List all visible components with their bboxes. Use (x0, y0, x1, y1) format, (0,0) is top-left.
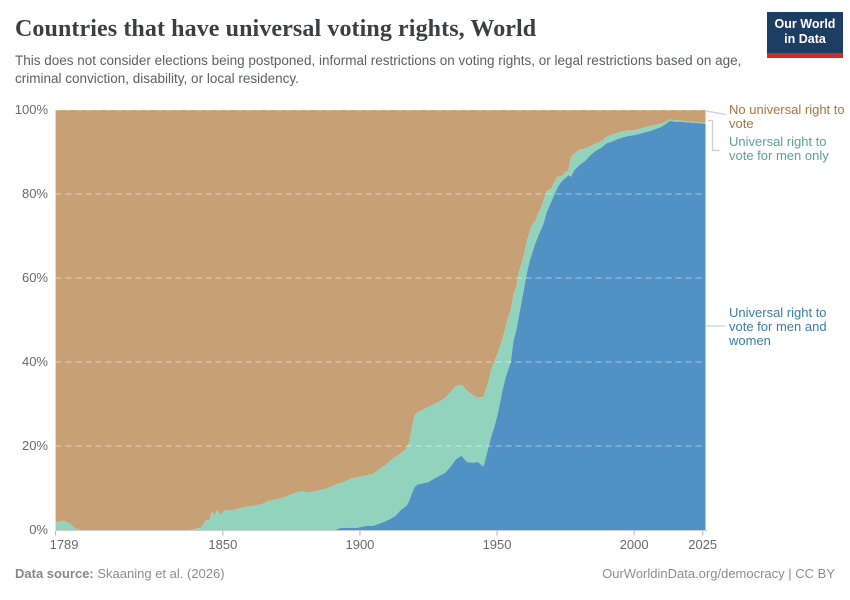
y-tick-label: 0% (29, 522, 48, 537)
owid-logo: Our World in Data (767, 12, 843, 58)
area-universal-men-women[interactable] (55, 120, 706, 531)
chart-subtitle: This does not consider elections being p… (15, 53, 742, 86)
legend-item-no-universal-right[interactable]: No universal right to vote (729, 102, 845, 131)
credit-link[interactable]: OurWorldinData.org/democracy | CC BY (602, 566, 835, 581)
area-no-universal-right[interactable] (55, 110, 706, 530)
y-tick-label: 20% (21, 438, 48, 453)
x-tick-label: 1789 (49, 537, 79, 552)
page-title: Countries that have universal voting rig… (15, 16, 537, 42)
y-tick-label: 100% (14, 102, 48, 117)
legend-item-men-and-women[interactable]: Universal right to vote for men and wome… (729, 305, 827, 348)
x-tick-label: 2000 (619, 537, 649, 552)
x-tick-label: 1950 (482, 537, 512, 552)
x-tick-label: 1900 (345, 537, 375, 552)
owid-logo-line1: Our World (774, 17, 836, 31)
y-tick-label: 40% (21, 354, 48, 369)
data-source-value: Skaaning et al. (2026) (97, 566, 225, 581)
area-universal-men-only[interactable] (55, 119, 706, 530)
y-tick-label: 60% (21, 270, 48, 285)
data-source-label: Data source: (15, 566, 94, 581)
x-tick-label: 2025 (688, 537, 718, 552)
owid-logo-background (767, 12, 843, 53)
y-tick-label: 80% (21, 186, 48, 201)
data-source: Data source: Skaaning et al. (2026) (15, 566, 225, 581)
owid-logo-line2: in Data (784, 32, 826, 46)
x-tick-label: 1850 (208, 537, 238, 552)
legend-item-men-only[interactable]: Universal right to vote for men only (729, 134, 829, 163)
